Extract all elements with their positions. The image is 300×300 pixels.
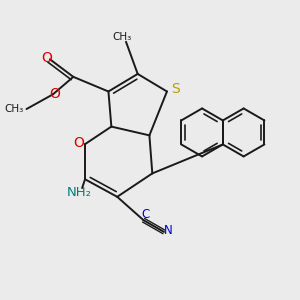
Text: O: O (49, 87, 60, 101)
Text: S: S (171, 82, 179, 96)
Text: C: C (141, 208, 149, 221)
Text: O: O (73, 136, 84, 150)
Text: CH₃: CH₃ (4, 104, 24, 114)
Text: O: O (42, 51, 52, 65)
Text: CH₃: CH₃ (112, 32, 131, 42)
Text: NH₂: NH₂ (67, 186, 92, 199)
Text: N: N (164, 224, 173, 237)
